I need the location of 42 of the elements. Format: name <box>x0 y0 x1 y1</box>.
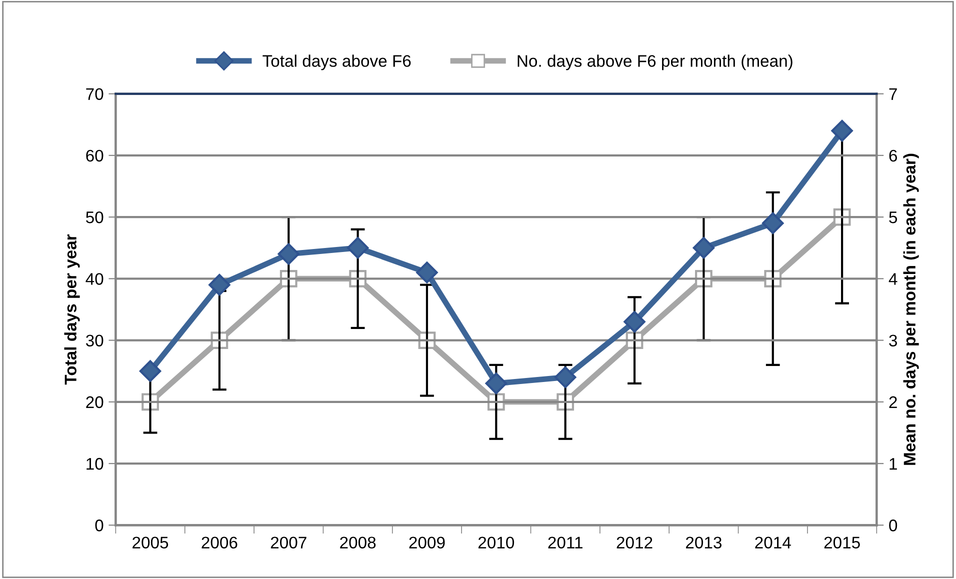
x-tick-label: 2012 <box>616 536 652 549</box>
x-tick-label: 2009 <box>409 536 445 549</box>
y2-tick-label: 2 <box>889 396 897 408</box>
y2-tick-label: 7 <box>889 88 897 100</box>
x-tick-label: 2011 <box>548 536 582 549</box>
legend-label: Total days above F6 <box>262 54 411 70</box>
point <box>554 366 576 388</box>
y-tick-label: 60 <box>86 150 104 162</box>
x-tick-label: 2007 <box>270 536 306 549</box>
y-tick-label: 0 <box>95 520 104 532</box>
y2-tick-label: 4 <box>888 273 898 285</box>
y2-tick-label: 5 <box>889 212 898 224</box>
point <box>762 212 784 234</box>
point <box>278 243 300 265</box>
y-tick-label: 10 <box>86 458 104 470</box>
y-tick-label: 20 <box>86 396 104 408</box>
y-axis-title: Total days per year <box>64 234 80 385</box>
legend-label: No. days above F6 per month (mean) <box>518 54 792 70</box>
x-tick-label: 2014 <box>755 536 791 549</box>
point <box>346 236 369 259</box>
point <box>139 360 162 382</box>
x-tick-label: 2005 <box>132 536 168 549</box>
point <box>208 274 230 296</box>
x-tick-label: 2010 <box>478 536 514 549</box>
y2-axis-title: Mean no. days per month (in each year) <box>903 154 919 465</box>
y2-tick-label: 0 <box>889 520 898 532</box>
y2-tick-label: 6 <box>889 150 897 162</box>
x-tick-label: 2015 <box>824 536 860 549</box>
point <box>416 262 438 284</box>
point <box>624 310 646 333</box>
y2-tick-label: 1 <box>890 458 897 470</box>
x-tick-label: 2008 <box>340 536 376 549</box>
y-tick-label: 30 <box>86 334 104 346</box>
y-tick-label: 70 <box>86 88 104 100</box>
x-tick-label: 2013 <box>686 536 722 549</box>
y-tick-label: 40 <box>86 273 104 285</box>
point <box>692 236 715 259</box>
point <box>831 120 853 142</box>
x-tick-label: 2006 <box>202 536 238 549</box>
point <box>485 372 508 394</box>
y-tick-label: 50 <box>86 211 104 224</box>
y2-tick-label: 3 <box>889 334 897 346</box>
